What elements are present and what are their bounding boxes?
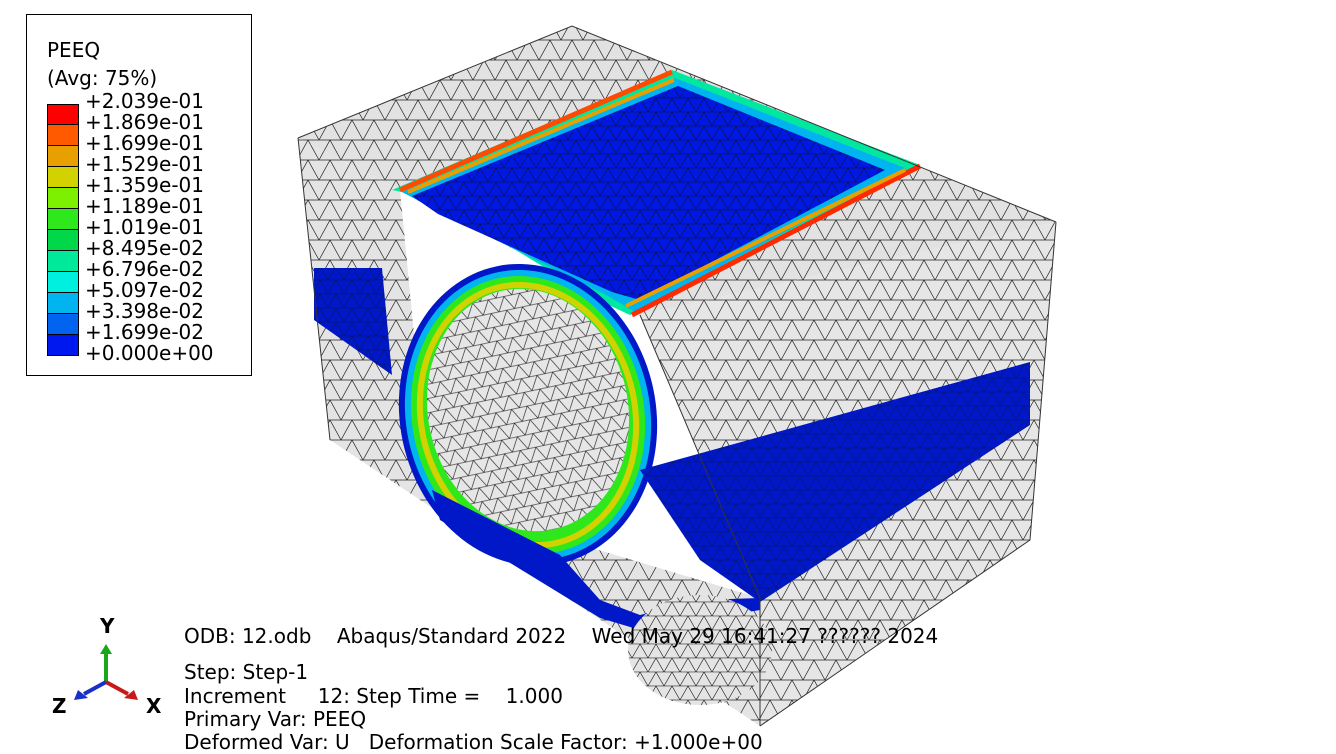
legend-value-label: +1.019e-01 <box>85 215 204 239</box>
z-arrow-head <box>74 690 88 700</box>
y-arrow-head <box>100 644 112 654</box>
legend-panel: PEEQ (Avg: 75%) +2.039e-01 +1.869e-01 +1.6… <box>26 14 252 376</box>
right-band <box>640 362 1030 602</box>
legend-swatch <box>47 104 79 125</box>
legend-swatch <box>47 125 79 146</box>
legend-swatch <box>47 230 79 251</box>
legend-swatch <box>47 188 79 209</box>
legend-colorbar <box>47 104 79 356</box>
legend-swatch <box>47 314 79 335</box>
front-face <box>298 138 760 726</box>
fiber-section <box>398 263 658 567</box>
legend-value-label: +1.869e-01 <box>85 110 204 134</box>
x-axis-arrow <box>105 680 129 696</box>
deformed-var-line: Deformed Var: U Deformation Scale Factor… <box>184 730 763 754</box>
legend-swatch <box>47 251 79 272</box>
legend-value-label: +5.097e-02 <box>85 278 204 302</box>
front-lower-band <box>432 490 760 630</box>
corner-fiber <box>628 595 772 705</box>
legend-subtitle: (Avg: 75%) <box>47 66 158 90</box>
legend-swatch <box>47 209 79 230</box>
legend-value-label: +1.699e-02 <box>85 320 204 344</box>
increment-line: Increment 12: Step Time = 1.000 <box>184 684 563 708</box>
legend-swatch <box>47 167 79 188</box>
box-edges <box>297 25 1057 727</box>
z-axis-label: Z <box>52 694 67 718</box>
z-axis-arrow <box>83 680 107 696</box>
legend-value-label: +1.189e-01 <box>85 194 204 218</box>
legend-value-label: +1.699e-01 <box>85 131 204 155</box>
legend-swatch <box>47 272 79 293</box>
primary-var-line: Primary Var: PEEQ <box>184 707 367 731</box>
legend-labels: +2.039e-01 +1.869e-01 +1.699e-01 +1.529e-01… <box>85 91 214 364</box>
axis-triad: Y X Z <box>48 612 178 722</box>
legend-value-label: +0.000e+00 <box>85 341 214 365</box>
legend-value-label: +8.495e-02 <box>85 236 204 260</box>
left-band <box>314 268 392 375</box>
legend-swatch <box>47 335 79 356</box>
triad-arrows <box>74 644 138 700</box>
y-axis-label: Y <box>100 614 115 638</box>
legend-value-label: +2.039e-01 <box>85 89 204 113</box>
legend-swatch <box>47 293 79 314</box>
top-channel <box>392 69 922 318</box>
legend-value-label: +6.796e-02 <box>85 257 204 281</box>
legend-swatch <box>47 146 79 167</box>
legend-value-label: +1.529e-01 <box>85 152 204 176</box>
legend-value-label: +3.398e-02 <box>85 299 204 323</box>
x-axis-label: X <box>146 694 162 718</box>
legend-title: PEEQ <box>47 38 101 62</box>
legend-value-label: +1.359e-01 <box>85 173 204 197</box>
x-arrow-head <box>124 690 138 700</box>
odb-info-line: ODB: 12.odb Abaqus/Standard 2022 Wed May… <box>184 624 939 648</box>
step-line: Step: Step-1 <box>184 660 309 684</box>
